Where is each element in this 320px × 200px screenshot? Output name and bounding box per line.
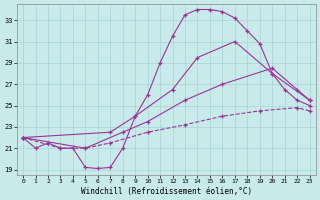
X-axis label: Windchill (Refroidissement éolien,°C): Windchill (Refroidissement éolien,°C) xyxy=(81,187,252,196)
